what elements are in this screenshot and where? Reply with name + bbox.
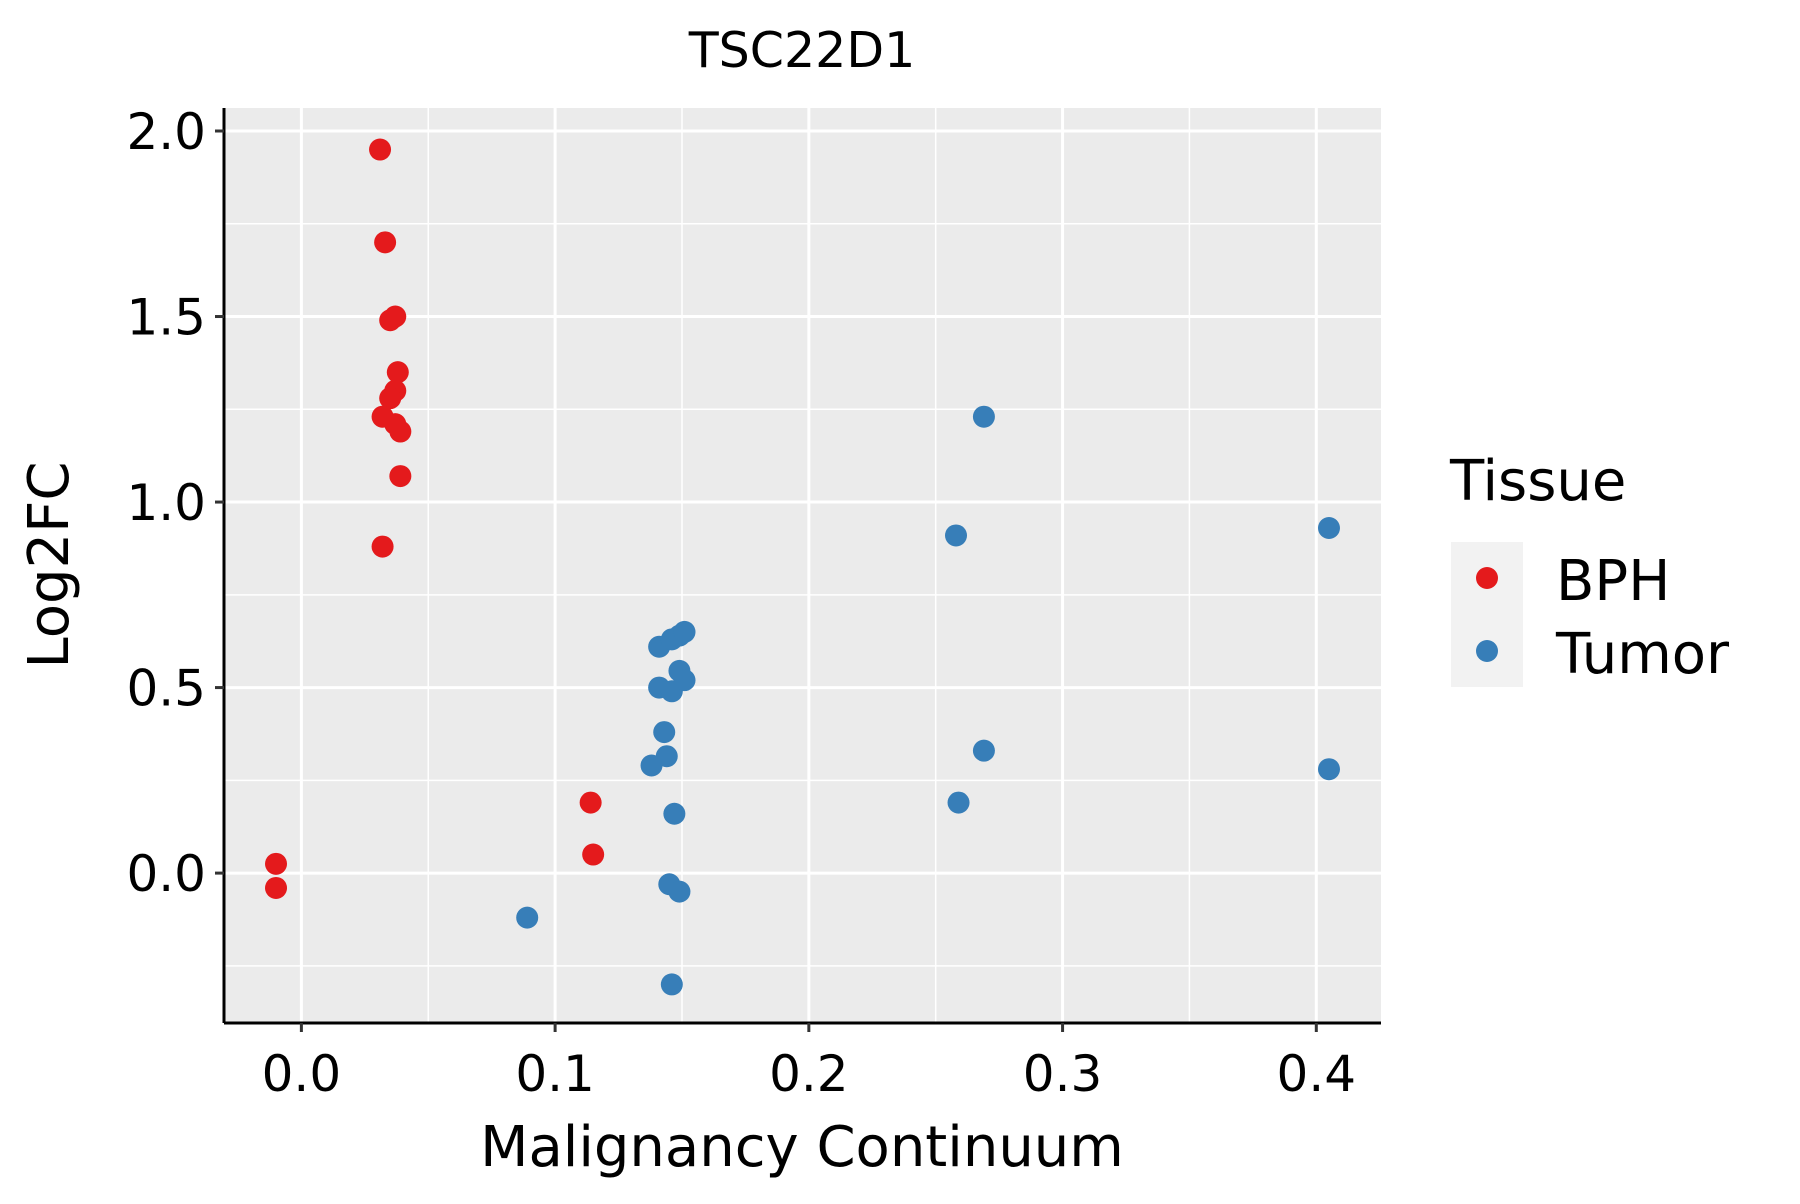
legend-key-tumor bbox=[1476, 640, 1498, 662]
x-tick-label: 0.0 bbox=[262, 1045, 342, 1103]
data-point-tumor bbox=[1317, 517, 1340, 540]
legend-label-bph: BPH bbox=[1556, 549, 1670, 614]
chart-title: TSC22D1 bbox=[688, 22, 916, 79]
data-point-tumor bbox=[653, 721, 676, 744]
legend-key-background bbox=[1451, 542, 1523, 687]
gridlines bbox=[224, 108, 1381, 1023]
y-tick-label: 0.0 bbox=[126, 845, 206, 903]
data-point-tumor bbox=[673, 669, 696, 692]
data-point-tumor bbox=[972, 739, 995, 762]
data-point-bph bbox=[386, 361, 409, 384]
data-point-bph bbox=[374, 231, 397, 254]
data-point-tumor bbox=[972, 405, 995, 428]
data-point-bph bbox=[379, 387, 402, 410]
data-point-tumor bbox=[1317, 758, 1340, 781]
data-point-bph bbox=[384, 305, 407, 328]
data-point-bph bbox=[579, 791, 602, 814]
data-point-bph bbox=[389, 465, 412, 488]
y-ticks: 0.0 0.5 1.0 1.5 2.0 bbox=[126, 103, 224, 903]
y-tick-label: 2.0 bbox=[126, 103, 206, 161]
data-point-tumor bbox=[945, 524, 968, 547]
x-axis-label: Malignancy Continuum bbox=[480, 1115, 1124, 1180]
data-point-bph bbox=[369, 138, 392, 161]
data-point-tumor bbox=[663, 802, 686, 825]
x-tick-label: 0.2 bbox=[769, 1045, 849, 1103]
y-tick-label: 1.5 bbox=[126, 289, 206, 347]
plot-panel bbox=[224, 108, 1381, 1023]
x-ticks: 0.0 0.1 0.2 0.3 0.4 bbox=[262, 1023, 1356, 1103]
data-point-tumor bbox=[640, 754, 663, 777]
data-point-tumor bbox=[947, 791, 970, 814]
data-point-tumor bbox=[660, 973, 683, 996]
y-tick-label: 0.5 bbox=[126, 660, 206, 718]
data-point-bph bbox=[371, 535, 394, 558]
data-point-tumor bbox=[673, 620, 696, 643]
legend-title: Tissue bbox=[1449, 449, 1626, 514]
data-point-tumor bbox=[516, 906, 539, 929]
data-point-bph bbox=[265, 852, 288, 875]
legend-label-tumor: Tumor bbox=[1555, 622, 1730, 687]
legend-key-bph bbox=[1476, 567, 1498, 589]
x-tick-label: 0.1 bbox=[515, 1045, 595, 1103]
data-point-bph bbox=[389, 420, 412, 443]
y-tick-label: 1.0 bbox=[126, 474, 206, 532]
legend: Tissue BPH Tumor bbox=[1449, 449, 1730, 687]
data-points bbox=[265, 138, 1340, 996]
data-point-tumor bbox=[668, 880, 691, 903]
x-tick-label: 0.3 bbox=[1023, 1045, 1103, 1103]
x-tick-label: 0.4 bbox=[1277, 1045, 1357, 1103]
data-point-bph bbox=[265, 876, 288, 899]
data-point-bph bbox=[582, 843, 605, 866]
y-axis-label: Log2FC bbox=[17, 462, 82, 669]
